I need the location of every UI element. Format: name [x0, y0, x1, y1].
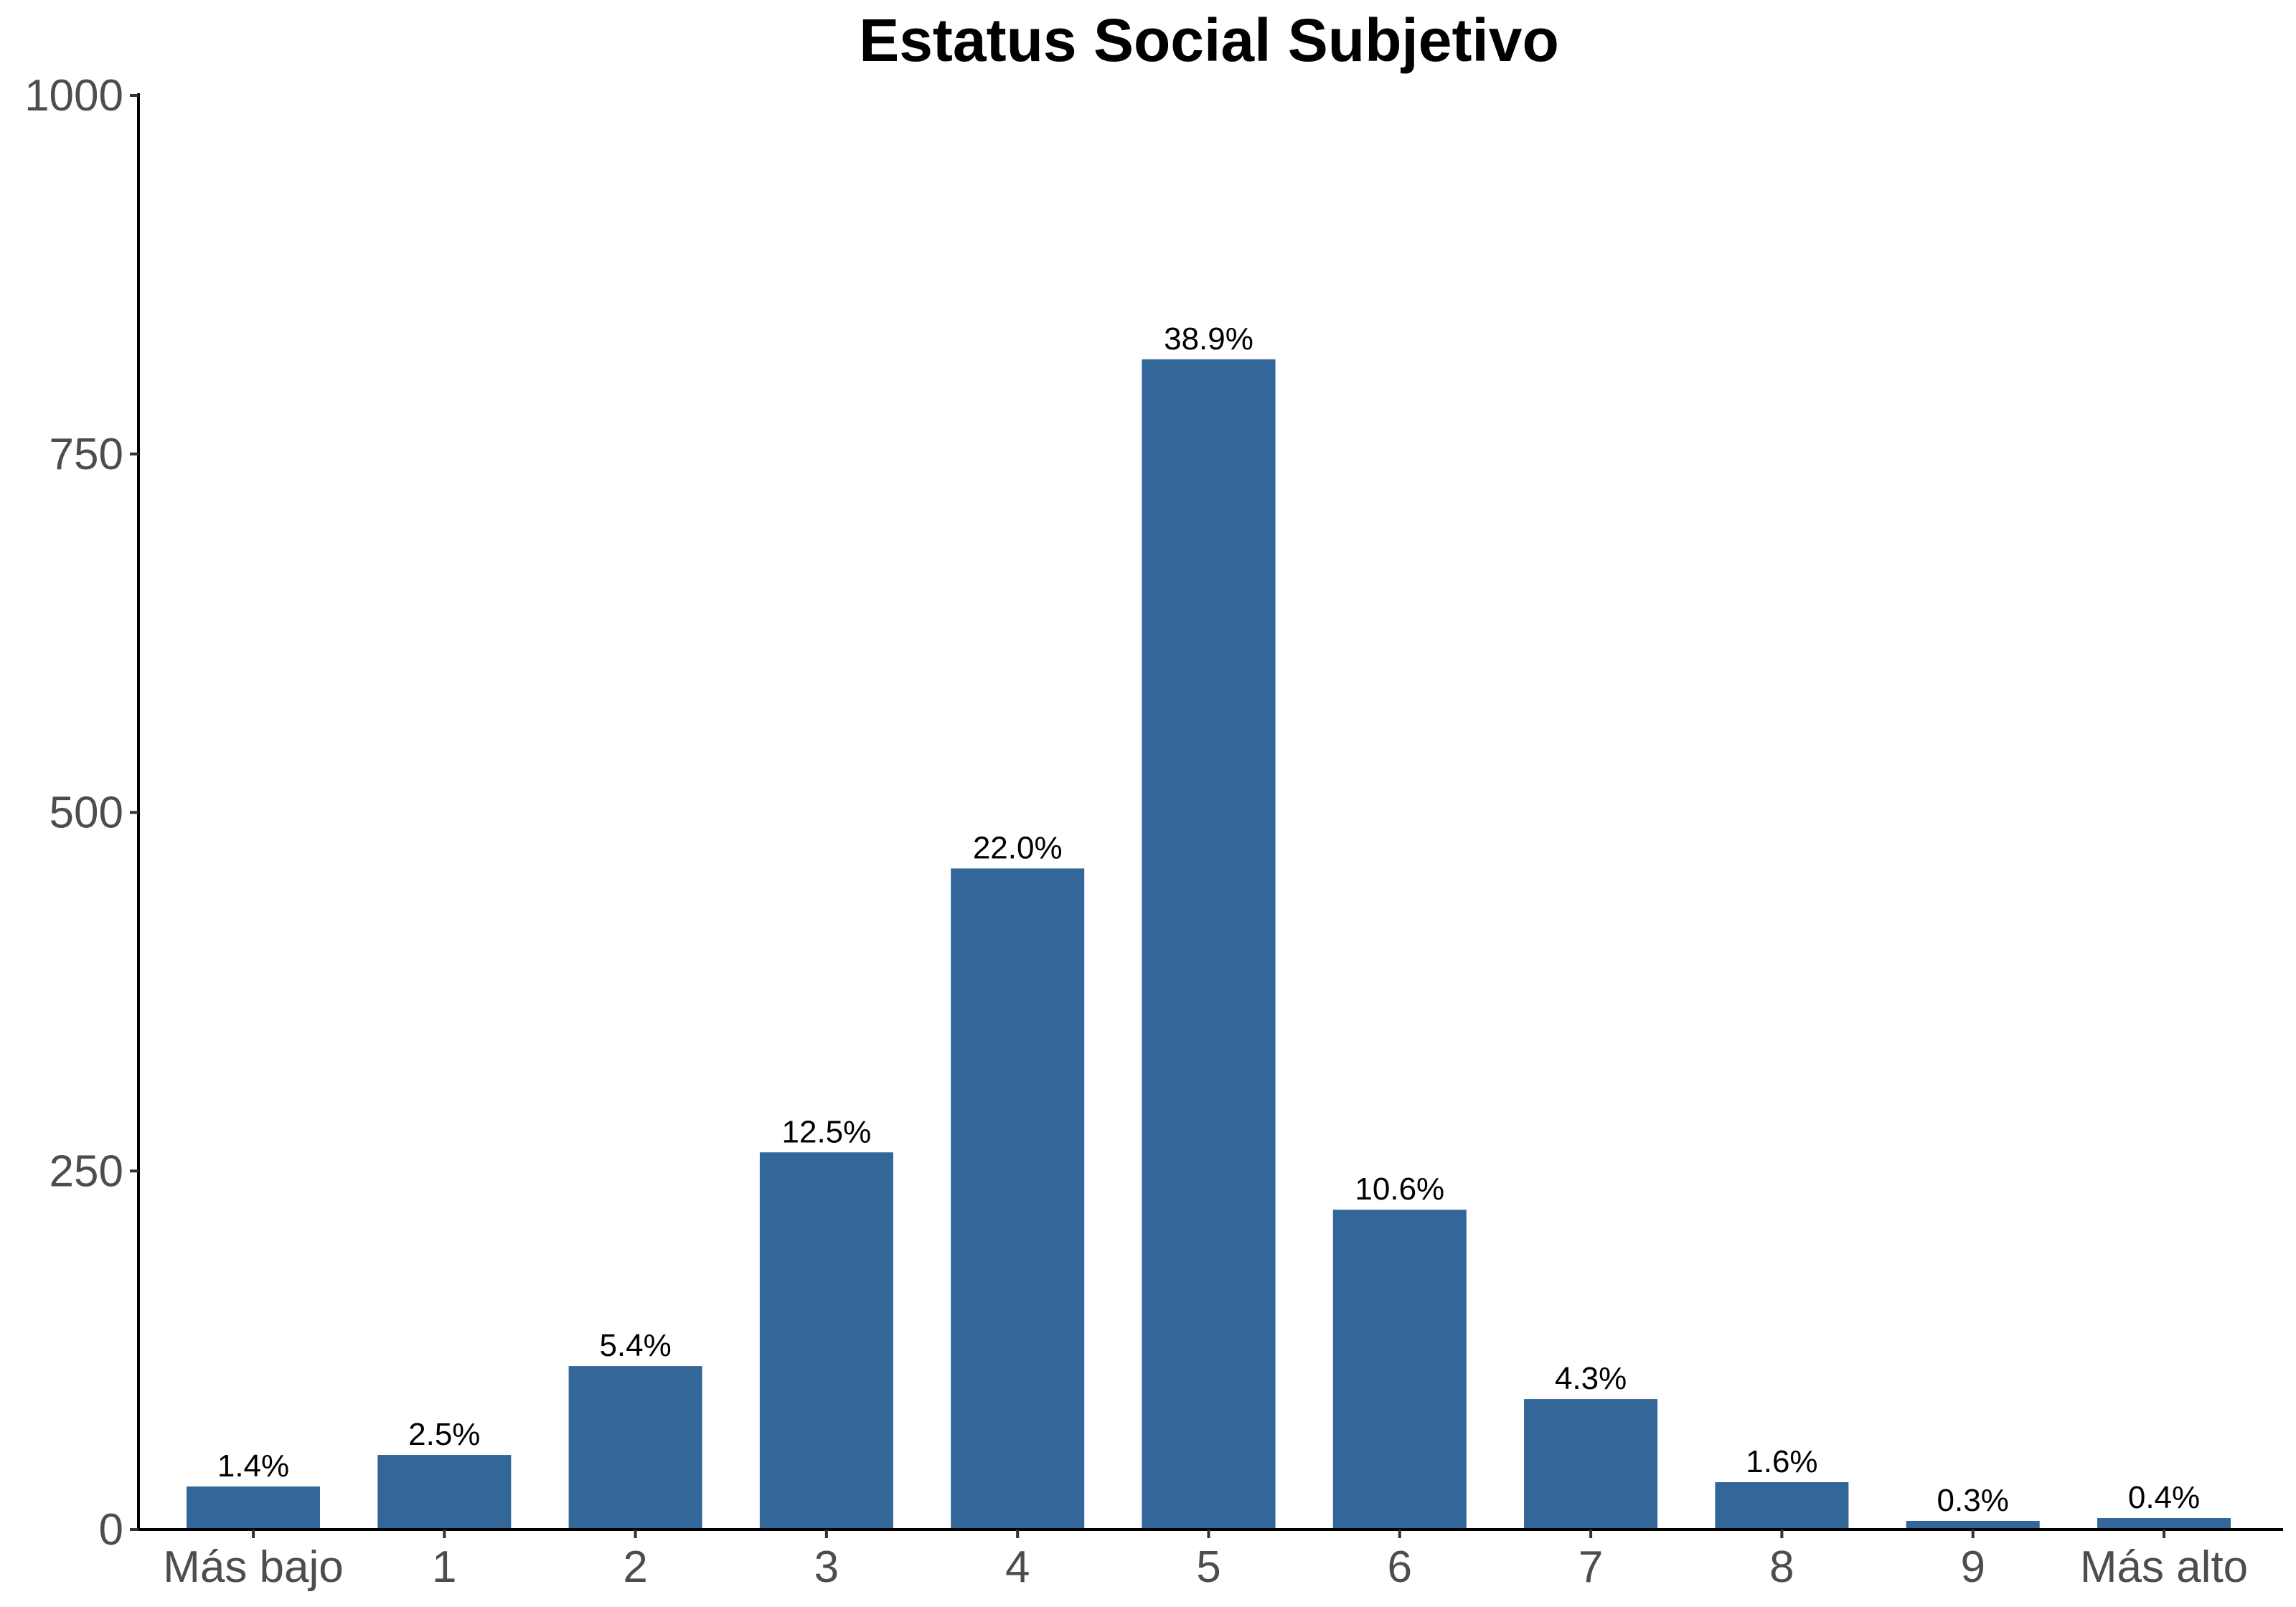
- y-tick-label: 750: [50, 430, 123, 479]
- y-tick-label: 1000: [24, 71, 123, 121]
- data-label: 38.9%: [1164, 321, 1253, 357]
- x-tick-label: 3: [814, 1542, 839, 1592]
- bar: [2097, 1518, 2231, 1530]
- x-tick-label: 4: [1005, 1542, 1030, 1592]
- data-label: 5.4%: [599, 1328, 671, 1363]
- data-label: 1.4%: [217, 1448, 289, 1484]
- x-tick-label: 5: [1196, 1542, 1220, 1592]
- data-label: 10.6%: [1355, 1172, 1444, 1207]
- bar: [187, 1486, 320, 1530]
- y-axis: 0 250 500 750 1000: [24, 71, 138, 1555]
- x-tick-label: 7: [1578, 1542, 1603, 1592]
- x-axis: Más bajo 1 2 3 4 5 6 7 8 9 Más alto: [163, 1530, 2248, 1592]
- data-label: 12.5%: [782, 1114, 872, 1149]
- x-tick-label: Más alto: [2080, 1542, 2248, 1592]
- data-label: 0.3%: [1937, 1483, 2009, 1518]
- bar: [1142, 359, 1276, 1530]
- y-tick-label: 250: [50, 1146, 123, 1196]
- bars-group: [187, 359, 2231, 1530]
- bar: [1332, 1210, 1467, 1530]
- x-tick-label: 1: [432, 1542, 456, 1592]
- bar: [1906, 1521, 2040, 1530]
- bar: [759, 1152, 893, 1530]
- bar: [951, 868, 1085, 1530]
- x-tick-label: 9: [1960, 1542, 1985, 1592]
- y-tick-label: 0: [99, 1505, 123, 1555]
- bar: [377, 1455, 512, 1530]
- data-label: 1.6%: [1746, 1444, 1817, 1479]
- chart-title: Estatus Social Subjetivo: [859, 6, 1559, 74]
- bar: [1524, 1399, 1658, 1530]
- bar: [1715, 1482, 1849, 1530]
- data-label: 22.0%: [973, 830, 1063, 865]
- data-label: 4.3%: [1555, 1361, 1627, 1396]
- y-tick-label: 500: [50, 788, 123, 838]
- x-tick-label: Más bajo: [163, 1542, 344, 1592]
- x-tick-label: 8: [1769, 1542, 1794, 1592]
- data-label: 2.5%: [408, 1417, 480, 1452]
- data-labels-group: 1.4% 2.5% 5.4% 12.5% 22.0% 38.9% 10.6% 4.3% 1.6%…: [217, 321, 2200, 1518]
- bar: [568, 1366, 702, 1530]
- x-tick-label: 6: [1388, 1542, 1412, 1592]
- x-tick-label: 2: [623, 1542, 647, 1592]
- data-label: 0.4%: [2128, 1480, 2200, 1515]
